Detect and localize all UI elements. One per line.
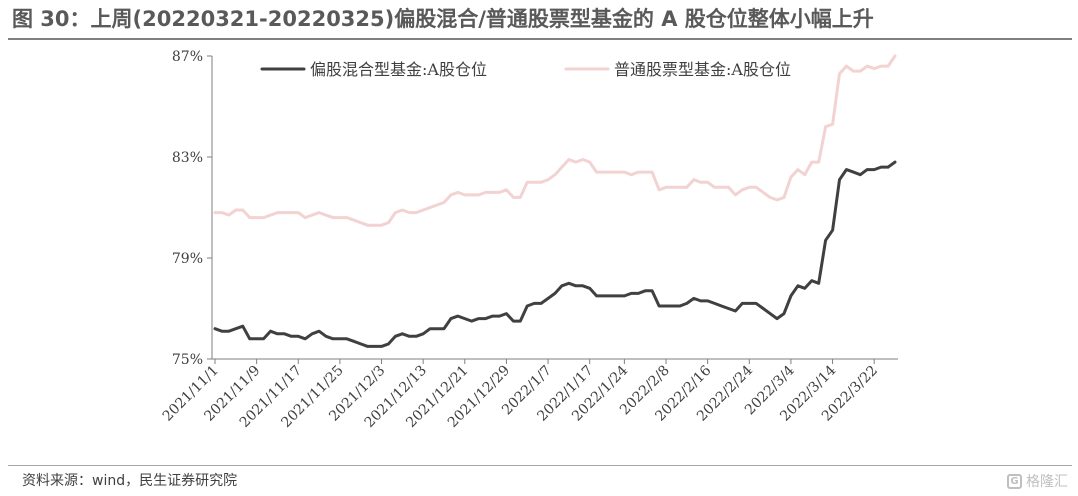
line-chart: 75% 79% 83% 87% 2021/11/12021/11/92021/11/1… (160, 49, 898, 431)
figure-title: 图 30：上周(20220321-20220325)偏股混合/普通股票型基金的 … (12, 7, 874, 31)
series-line-2 (213, 54, 897, 227)
title-divider (8, 38, 1072, 40)
y-tick-label: 83% (172, 150, 203, 166)
source-note: 资料来源：wind，民生证券研究院 (22, 473, 238, 489)
x-axis: 2021/11/12021/11/92021/11/172021/11/2520… (160, 358, 898, 431)
footer-divider (8, 465, 1072, 466)
y-axis: 75% 79% 83% 87% (172, 49, 213, 368)
y-tick-label: 87% (172, 49, 203, 65)
legend-label-2: 普通股票型基金:A股仓位 (614, 60, 791, 79)
legend-label-1: 偏股混合型基金:A股仓位 (310, 60, 487, 79)
y-tick-label: 75% (172, 352, 203, 368)
series-line-1 (213, 160, 897, 348)
series-layer (213, 54, 897, 348)
watermark: G 格隆汇 (1007, 470, 1068, 492)
legend: 偏股混合型基金:A股仓位 普通股票型基金:A股仓位 (260, 60, 791, 79)
watermark-text: 格隆汇 (1026, 474, 1068, 490)
y-tick-label: 79% (172, 251, 203, 267)
watermark-logo-icon: G (1007, 473, 1022, 489)
